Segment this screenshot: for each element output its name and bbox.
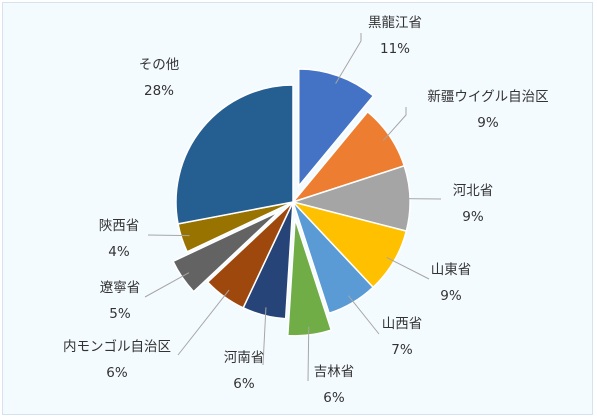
slice-5-value-label: 7% [391, 342, 413, 358]
slice-11-name-label: その他 [139, 57, 180, 73]
slice-10-name-label: 陝西省 [99, 218, 140, 234]
slice-3-value-label: 9% [462, 209, 484, 225]
leader-lines [144, 33, 442, 382]
slice-8-leader-line [177, 289, 230, 356]
slice-7-name-label: 河南省 [224, 350, 265, 366]
slice-1-value-label: 11% [380, 41, 410, 57]
slice-6-wedge [286, 218, 333, 337]
slice-10-value-label: 4% [108, 244, 130, 260]
pie-slices [172, 68, 411, 337]
slice-1-wedge [298, 68, 375, 189]
slice-7-leader-line [262, 307, 267, 366]
slice-9-leader-line [144, 272, 190, 298]
slice-5-name-label: 山西省 [382, 316, 423, 332]
slice-6-value-label: 6% [323, 390, 345, 406]
slice-9-wedge [172, 210, 280, 293]
slice-1-name-label: 黒龍江省 [368, 14, 422, 31]
slice-labels: 黒龍江省 11% 新疆ウイグル自治区 9% 河北省 9% 山東省 9% 山西省 7% 吉林省 6% 河南… [63, 14, 549, 406]
chart-area: 黒龍江省 11% 新疆ウイグル自治区 9% 河北省 9% 山東省 9% 山西省 7% 吉林省 6% 河南… [2, 2, 593, 415]
slice-2-name-label: 新疆ウイグル自治区 [427, 89, 548, 105]
slice-2-value-label: 9% [477, 115, 499, 131]
slice-8-name-label: 内モンゴル自治区 [63, 338, 171, 355]
slice-8-value-label: 6% [106, 365, 128, 381]
slice-4-value-label: 9% [440, 288, 462, 304]
slice-10-leader-line [147, 234, 190, 237]
slice-4-name-label: 山東省 [431, 262, 472, 278]
slice-4-leader-line [386, 256, 430, 280]
slice-5-wedge [292, 201, 375, 315]
slice-9-value-label: 5% [109, 306, 131, 322]
slice-6-name-label: 吉林省 [314, 364, 355, 380]
slice-6-leader-line [307, 326, 310, 382]
slice-7-value-label: 6% [233, 376, 255, 392]
pie-chart: 黒龍江省 11% 新疆ウイグル自治区 9% 河北省 9% 山東省 9% 山西省 7% 吉林省 6% 河南… [63, 14, 549, 406]
slice-11-wedge [175, 84, 294, 225]
slice-5-leader-line [347, 295, 380, 335]
slice-11-value-label: 28% [144, 83, 174, 99]
slice-9-name-label: 遼寧省 [100, 279, 141, 296]
slice-3-name-label: 河北省 [453, 183, 494, 199]
slice-2-leader-line [382, 107, 407, 142]
slice-1-leader-line [335, 33, 362, 84]
